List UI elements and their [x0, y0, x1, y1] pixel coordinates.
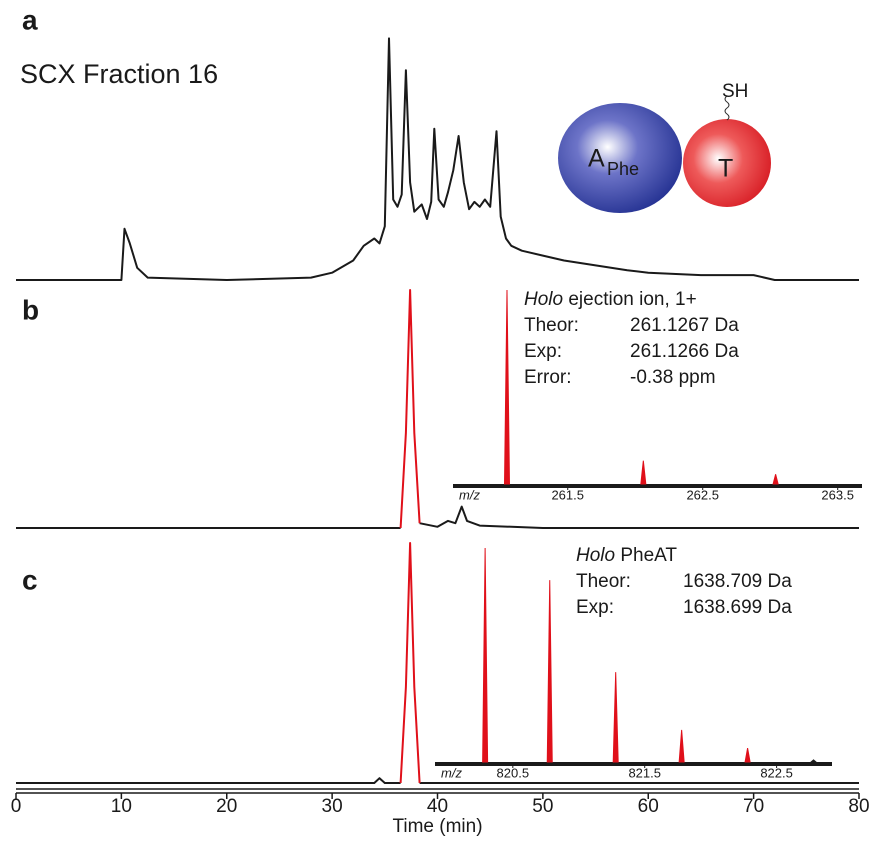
diagram: SH A Phe T [558, 81, 771, 213]
x-tick-label: 80 [848, 796, 869, 817]
annotation-italic: Holo [576, 545, 615, 566]
panel-label: a [22, 4, 38, 35]
annotation-text: ejection ion, 1+ [568, 289, 696, 310]
annotation-key: Exp: [524, 341, 562, 362]
x-axis-title: Time (min) [392, 816, 482, 837]
annotation-key: Error: [524, 367, 572, 388]
inset-tick-label: 263.5 [821, 487, 854, 502]
peak [546, 580, 553, 763]
annotation-value: -0.38 ppm [630, 367, 716, 388]
inset-x-label: m/z [441, 765, 462, 780]
peak [612, 672, 619, 763]
linker [724, 95, 730, 121]
annotation-key: Theor: [524, 315, 579, 336]
x-tick-label: 70 [743, 796, 764, 817]
x-tick-label: 60 [638, 796, 659, 817]
annotation-value: 1638.699 Da [683, 597, 792, 618]
x-tick-label: 10 [111, 796, 132, 817]
annotation-italic: Holo [524, 289, 563, 310]
peak [772, 474, 779, 485]
peak [678, 729, 685, 763]
trace [399, 542, 421, 784]
peak [503, 289, 510, 485]
x-tick-label: 50 [532, 796, 553, 817]
x-tick-label: 40 [427, 796, 448, 817]
inset-axis [453, 484, 862, 488]
peak [482, 547, 489, 763]
inset-tick-label: 261.5 [551, 487, 584, 502]
inset-tick-label: 821.5 [628, 765, 661, 780]
trace [16, 777, 859, 784]
annotation-key: Theor: [576, 571, 631, 592]
x-tick-label: 0 [11, 796, 22, 817]
annotation-value: 261.1266 Da [630, 341, 739, 362]
a-subscript: Phe [607, 159, 639, 179]
t-domain [683, 119, 771, 207]
t-label: T [718, 155, 733, 183]
panel-title: SCX Fraction 16 [20, 59, 218, 89]
peak [809, 759, 818, 763]
panel-label: b [22, 294, 39, 325]
annotation-value: 1638.709 Da [683, 571, 792, 592]
inset-x-label: m/z [459, 487, 480, 502]
annotation-title: Holo PheAT [576, 545, 677, 566]
panel-label: c [22, 564, 38, 595]
peak [744, 748, 751, 763]
annotation-text: PheAT [620, 545, 677, 566]
a-domain [558, 103, 682, 213]
trace [399, 289, 421, 529]
inset-axis [435, 762, 832, 766]
a-label: A [588, 145, 605, 173]
x-tick-label: 30 [322, 796, 343, 817]
inset-tick-label: 820.5 [497, 765, 530, 780]
annotation-title: Holo ejection ion, 1+ [524, 289, 697, 310]
inset-tick-label: 262.5 [686, 487, 719, 502]
annotation-key: Exp: [576, 597, 614, 618]
peak [640, 460, 647, 485]
inset-tick-label: 822.5 [760, 765, 793, 780]
x-tick-label: 20 [216, 796, 237, 817]
trace [16, 37, 859, 281]
thiol-label: SH [722, 81, 748, 102]
annotation-value: 261.1267 Da [630, 315, 739, 336]
trace [16, 505, 859, 529]
